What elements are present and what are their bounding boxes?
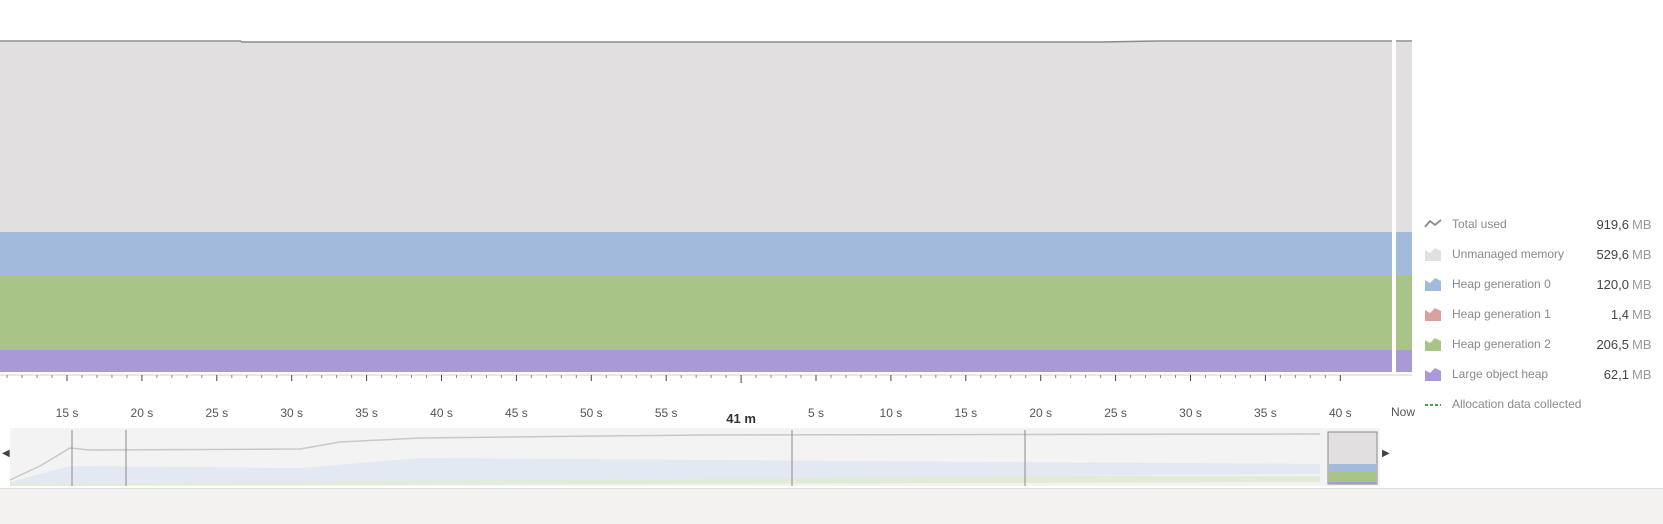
time-axis-label: 55 s [654, 406, 678, 420]
dashed-line-icon [1424, 396, 1442, 412]
time-axis-label: 40 s [430, 406, 453, 420]
legend-item-alloc[interactable]: Allocation data collected [1424, 389, 1654, 419]
time-axis-label: 45 s [505, 406, 528, 420]
area-icon [1424, 336, 1442, 352]
heap-generation-0-area [0, 232, 1412, 275]
legend-unit: MB [1632, 246, 1652, 262]
area-icon [1424, 366, 1442, 382]
time-axis-label: 30 s [280, 406, 304, 420]
scroll-left-arrow-icon[interactable]: ◀ [2, 448, 10, 459]
legend-unit: MB [1632, 276, 1652, 292]
time-axis-label: 41 m [726, 411, 756, 426]
time-axis-label: 25 s [1104, 406, 1127, 420]
line-icon [1424, 216, 1442, 232]
memory-timeline-chart[interactable]: 15 s 20 s 25 s 30 s 35 s 40 s 45 s 50 s 55 s 41 m… [0, 0, 1416, 426]
status-bar [0, 488, 1663, 524]
legend-item-total[interactable]: Total used 919,6 MB [1424, 209, 1654, 239]
legend-unit: MB [1632, 336, 1652, 352]
timeline-overview[interactable] [0, 428, 1390, 486]
time-axis-label: 35 s [355, 406, 378, 420]
now-label[interactable]: Now [1391, 405, 1416, 419]
legend-label: Allocation data collected [1452, 397, 1582, 411]
time-axis-label: 35 s [1254, 406, 1277, 420]
time-axis-label: 40 s [1328, 406, 1352, 420]
legend-value: 1,4 [1610, 306, 1629, 322]
legend-unit: MB [1632, 366, 1652, 382]
legend-item-gen0[interactable]: Heap generation 0 120,0 MB [1424, 269, 1654, 299]
time-axis-label: 5 s [807, 406, 825, 420]
time-axis-label: 15 s [55, 406, 79, 420]
time-axis-label: 20 s [130, 406, 154, 420]
legend-label: Heap generation 0 [1452, 277, 1551, 291]
overview-total-line [9, 433, 1321, 481]
legend-unit: MB [1632, 306, 1652, 322]
time-axis-ticks [6, 375, 1341, 383]
legend-item-gen2[interactable]: Heap generation 2 206,5 MB [1424, 329, 1654, 359]
legend-value: 62,1 [1603, 366, 1629, 382]
total-used-line [0, 40, 1412, 43]
area-icon [1424, 276, 1442, 292]
legend-value: 529,6 [1596, 246, 1629, 262]
legend-value: 206,5 [1596, 336, 1629, 352]
legend-item-unmanaged[interactable]: Unmanaged memory 529,6 MB [1424, 239, 1654, 269]
area-icon [1424, 306, 1442, 322]
current-time-marker[interactable] [1392, 38, 1396, 374]
time-axis-label: 50 s [579, 406, 603, 420]
unmanaged-memory-area [0, 42, 1412, 232]
legend-item-gen1[interactable]: Heap generation 1 1,4 MB [1424, 299, 1654, 329]
legend-label: Large object heap [1452, 367, 1549, 381]
large-object-heap-area [0, 350, 1412, 372]
heap-generation-2-area [0, 275, 1412, 350]
overview-gen0-area [10, 458, 1320, 484]
legend-label: Heap generation 2 [1452, 337, 1551, 351]
overview-selection-window[interactable] [1327, 431, 1378, 485]
overview-chart [9, 428, 1380, 486]
legend-item-loh[interactable]: Large object heap 62,1 MB [1424, 359, 1654, 389]
time-axis-label: 30 s [1179, 406, 1202, 420]
legend-value: 919,6 [1596, 216, 1629, 232]
time-axis-label: 25 s [205, 406, 229, 420]
time-axis-label: 15 s [954, 406, 978, 420]
time-axis-label: 20 s [1029, 406, 1053, 420]
time-axis-label: 10 s [879, 406, 903, 420]
memory-legend: Total used 919,6 MB Unmanaged memory 529,6 MB… [1424, 209, 1654, 419]
legend-label: Heap generation 1 [1452, 307, 1551, 321]
legend-label: Unmanaged memory [1452, 247, 1565, 261]
stacked-area-chart [0, 38, 1412, 383]
legend-value: 120,0 [1596, 276, 1629, 292]
area-icon [1424, 246, 1442, 262]
legend-unit: MB [1632, 216, 1652, 232]
scroll-right-arrow-icon[interactable]: ▶ [1382, 448, 1390, 459]
legend-label: Total used [1452, 217, 1507, 231]
